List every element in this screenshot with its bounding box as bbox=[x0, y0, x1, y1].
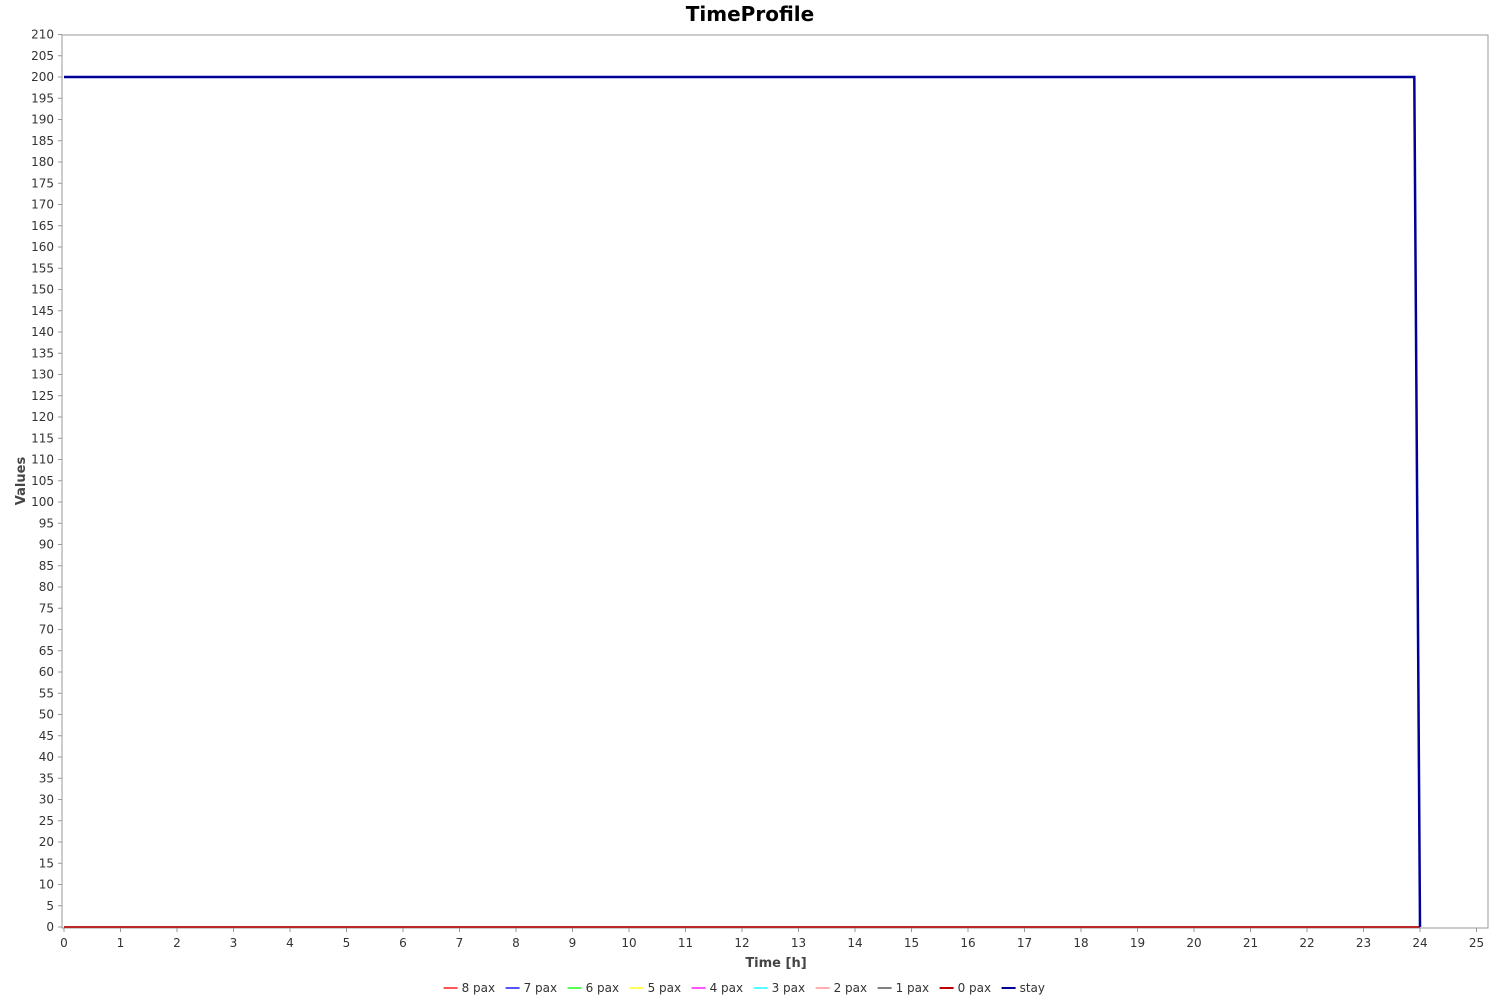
y-tick-label: 115 bbox=[31, 431, 54, 445]
x-tick-label: 0 bbox=[60, 936, 68, 950]
y-tick-label: 180 bbox=[31, 155, 54, 169]
y-tick-label: 70 bbox=[39, 623, 54, 637]
legend-label: 1 pax bbox=[896, 981, 930, 995]
legend-item: 1 pax bbox=[877, 981, 930, 995]
x-tick-label: 14 bbox=[847, 936, 862, 950]
y-tick-label: 200 bbox=[31, 70, 54, 84]
y-tick-label: 210 bbox=[31, 28, 54, 42]
y-axis: 0 5 10 15 20 25 30 35 40 45 50 55 60 65 70 75 80 85 90 95 10… bbox=[31, 28, 62, 934]
y-tick-label: 205 bbox=[31, 49, 54, 63]
series-layer bbox=[64, 75, 1422, 928]
y-tick-label: 65 bbox=[39, 644, 54, 658]
x-tick-label: 20 bbox=[1186, 936, 1201, 950]
x-tick-label: 1 bbox=[117, 936, 125, 950]
y-tick-label: 185 bbox=[31, 134, 54, 148]
y-tick-label: 45 bbox=[39, 729, 54, 743]
legend-label: 6 pax bbox=[586, 981, 620, 995]
legend-label: 5 pax bbox=[648, 981, 682, 995]
x-tick-label: 21 bbox=[1243, 936, 1258, 950]
legend-label: 3 pax bbox=[772, 981, 806, 995]
y-tick-label: 100 bbox=[31, 495, 54, 509]
y-tick-label: 140 bbox=[31, 325, 54, 339]
x-tick-label: 24 bbox=[1412, 936, 1427, 950]
y-tick-label: 105 bbox=[31, 474, 54, 488]
y-tick-label: 10 bbox=[39, 878, 54, 892]
y-tick-label: 50 bbox=[39, 708, 54, 722]
legend-label: 0 pax bbox=[958, 981, 992, 995]
y-tick-label: 90 bbox=[39, 538, 54, 552]
x-tick-label: 18 bbox=[1073, 936, 1088, 950]
y-tick-label: 60 bbox=[39, 665, 54, 679]
y-tick-label: 85 bbox=[39, 559, 54, 573]
y-tick-label: 175 bbox=[31, 176, 54, 190]
y-tick-label: 75 bbox=[39, 601, 54, 615]
y-tick-label: 15 bbox=[39, 856, 54, 870]
y-tick-label: 40 bbox=[39, 750, 54, 764]
y-axis-label: Values bbox=[14, 457, 29, 506]
y-tick-label: 30 bbox=[39, 793, 54, 807]
legend-item: 2 pax bbox=[815, 981, 868, 995]
legend-item: 3 pax bbox=[753, 981, 806, 995]
y-tick-label: 110 bbox=[31, 453, 54, 467]
series-line-stay bbox=[64, 75, 1422, 928]
legend-label: 4 pax bbox=[710, 981, 744, 995]
x-tick-label: 25 bbox=[1469, 936, 1484, 950]
x-tick-label: 4 bbox=[286, 936, 294, 950]
x-axis: 0 1 2 3 4 5 6 7 8 9 10 11 12 13 14 15 16 17 18 19 20 21 22 23 24… bbox=[60, 928, 1484, 950]
legend-item: stay bbox=[1001, 981, 1045, 995]
y-tick-label: 25 bbox=[39, 814, 54, 828]
legend-label: 7 pax bbox=[524, 981, 558, 995]
legend-item: 4 pax bbox=[691, 981, 744, 995]
y-tick-label: 145 bbox=[31, 304, 54, 318]
x-tick-label: 3 bbox=[230, 936, 238, 950]
legend-label: 2 pax bbox=[834, 981, 868, 995]
y-tick-label: 5 bbox=[46, 899, 54, 913]
x-tick-label: 7 bbox=[456, 936, 464, 950]
legend-item: 6 pax bbox=[567, 981, 620, 995]
legend-label: 8 pax bbox=[462, 981, 496, 995]
x-tick-label: 6 bbox=[399, 936, 407, 950]
x-tick-label: 22 bbox=[1299, 936, 1314, 950]
x-tick-label: 15 bbox=[904, 936, 919, 950]
x-tick-label: 12 bbox=[734, 936, 749, 950]
y-tick-label: 150 bbox=[31, 283, 54, 297]
y-tick-label: 195 bbox=[31, 91, 54, 105]
x-tick-label: 23 bbox=[1356, 936, 1371, 950]
legend-item: 5 pax bbox=[629, 981, 682, 995]
y-tick-label: 125 bbox=[31, 389, 54, 403]
x-tick-label: 5 bbox=[343, 936, 351, 950]
x-tick-label: 17 bbox=[1017, 936, 1032, 950]
x-tick-label: 19 bbox=[1130, 936, 1145, 950]
legend: 8 pax 7 pax 6 pax 5 pax 4 pax 3 pax 2 pax 1 pax… bbox=[443, 981, 1045, 995]
y-tick-label: 95 bbox=[39, 516, 54, 530]
y-tick-label: 170 bbox=[31, 198, 54, 212]
y-tick-label: 165 bbox=[31, 219, 54, 233]
x-tick-label: 13 bbox=[791, 936, 806, 950]
x-tick-label: 10 bbox=[621, 936, 636, 950]
legend-item: 7 pax bbox=[505, 981, 558, 995]
y-tick-label: 160 bbox=[31, 240, 54, 254]
y-tick-label: 35 bbox=[39, 771, 54, 785]
y-tick-label: 120 bbox=[31, 410, 54, 424]
legend-item: 8 pax bbox=[443, 981, 496, 995]
y-tick-label: 0 bbox=[46, 920, 54, 934]
chart-title: TimeProfile bbox=[686, 2, 814, 26]
plot-area bbox=[61, 34, 1489, 929]
x-tick-label: 8 bbox=[512, 936, 520, 950]
y-tick-label: 20 bbox=[39, 835, 54, 849]
x-tick-label: 9 bbox=[569, 936, 577, 950]
y-tick-label: 130 bbox=[31, 368, 54, 382]
y-tick-label: 55 bbox=[39, 686, 54, 700]
x-axis-label: Time [h] bbox=[745, 956, 806, 971]
y-tick-label: 80 bbox=[39, 580, 54, 594]
legend-label: stay bbox=[1020, 981, 1045, 995]
y-tick-label: 155 bbox=[31, 261, 54, 275]
legend-item: 0 pax bbox=[939, 981, 992, 995]
x-tick-label: 16 bbox=[960, 936, 975, 950]
x-tick-label: 11 bbox=[678, 936, 693, 950]
x-tick-label: 2 bbox=[173, 936, 181, 950]
y-tick-label: 135 bbox=[31, 346, 54, 360]
y-tick-label: 190 bbox=[31, 113, 54, 127]
